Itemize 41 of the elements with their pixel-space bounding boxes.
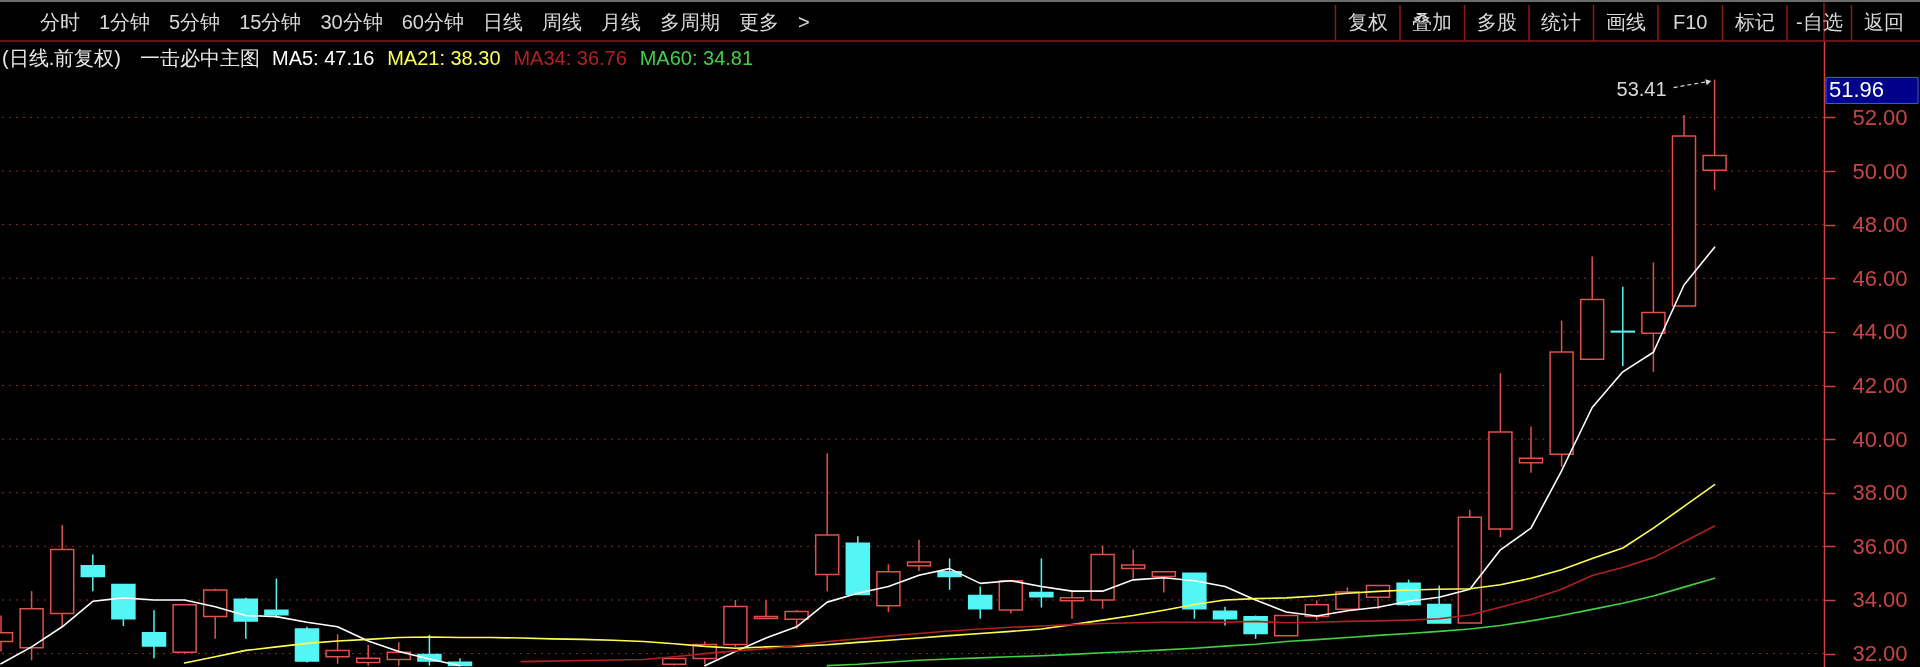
line-series: [826, 577, 1716, 667]
annotation: 53.41: [1616, 77, 1667, 100]
candlestick: [1518, 425, 1544, 474]
text: 复权 叠加 多股 统计 画线 F10 标记 -自选 返回: [1347, 11, 1904, 33]
y-tick-label: 32.00: [1852, 641, 1908, 667]
candlestick: [1120, 548, 1146, 580]
line-series: [183, 483, 1716, 664]
y-tick-label: 40.00: [1852, 426, 1908, 452]
text: MA60: 34.81: [639, 47, 754, 69]
candlestick: [1426, 584, 1452, 624]
candlestick: [906, 538, 932, 572]
y-tick-label: 48.00: [1852, 212, 1908, 238]
y-tick-label: 44.00: [1852, 319, 1908, 345]
text: 分时 1分钟 5分钟 15分钟 30分钟 60分钟 日线 周线 月线 多周期 更多 >: [40, 11, 810, 33]
candlestick: [1029, 557, 1054, 609]
candlestick: [1151, 571, 1177, 594]
y-tick-label: 46.00: [1852, 265, 1908, 291]
candlestick: [264, 577, 289, 619]
text: MA5: 47.16: [271, 47, 375, 69]
candlestick: [1212, 605, 1238, 627]
text: 51.96: [1829, 77, 1885, 103]
y-tick-label: 52.00: [1852, 104, 1908, 130]
candlestick: [141, 609, 167, 659]
candlestick: [1641, 261, 1666, 373]
y-tick-label: 36.00: [1852, 533, 1908, 559]
candlestick: [784, 609, 809, 630]
candlestick: [80, 553, 106, 592]
candlestick: [937, 557, 962, 591]
candlestick: [1273, 614, 1299, 637]
text: MA21: 38.30: [387, 47, 501, 69]
line-series: [520, 525, 1716, 663]
y-tick-label: 42.00: [1852, 373, 1908, 398]
candlestick: [1059, 590, 1085, 620]
y-tick-label: 50.00: [1852, 158, 1908, 184]
y-tick-label: 34.00: [1852, 587, 1908, 613]
candlestick: [967, 585, 993, 620]
chart-subtitle: 一击必中主图: [139, 47, 260, 69]
y-tick-label: 38.00: [1852, 480, 1908, 506]
chart-title: (日线.前复权): [2, 47, 121, 69]
text: MA34: 36.76: [513, 47, 627, 69]
candlestick: [1610, 286, 1636, 367]
